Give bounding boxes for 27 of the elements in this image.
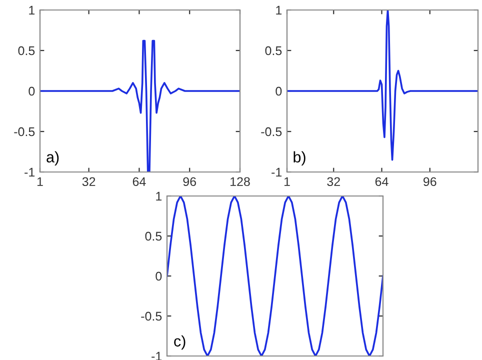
y-tick-label: -0.5 bbox=[261, 127, 282, 136]
annotation: c) bbox=[174, 335, 186, 350]
y-tick-label: -0.5 bbox=[14, 127, 35, 136]
line-series bbox=[167, 196, 383, 356]
x-tick-label: 64 bbox=[375, 177, 388, 186]
y-tick-label: 0.5 bbox=[18, 46, 35, 56]
y-tick-label: 0 bbox=[28, 86, 35, 96]
y-tick-label: 1 bbox=[276, 6, 282, 15]
x-tick-label: 128 bbox=[230, 177, 250, 186]
x-tick-label: 96 bbox=[183, 177, 196, 186]
x-tick-label: 1 bbox=[284, 177, 290, 186]
y-tick-label: -1 bbox=[24, 168, 35, 177]
y-tick-label: -1 bbox=[272, 168, 282, 177]
y-tick-label: 1 bbox=[29, 6, 35, 15]
x-tick-label: 96 bbox=[424, 177, 436, 186]
y-tick-label: -0.5 bbox=[141, 312, 162, 321]
annotation: a) bbox=[46, 151, 59, 166]
y-tick-label: 1 bbox=[156, 192, 162, 201]
y-tick-label: 0 bbox=[276, 86, 282, 96]
x-tick-label: 32 bbox=[327, 177, 340, 186]
annotation: b) bbox=[294, 151, 306, 166]
y-tick-label: 0 bbox=[156, 272, 162, 281]
y-tick-label: 0.5 bbox=[265, 46, 282, 56]
y-tick-label: 0.5 bbox=[145, 232, 162, 241]
x-tick-label: 32 bbox=[82, 177, 96, 186]
x-tick-label: 1 bbox=[37, 177, 43, 186]
x-tick-label: 64 bbox=[132, 177, 146, 186]
